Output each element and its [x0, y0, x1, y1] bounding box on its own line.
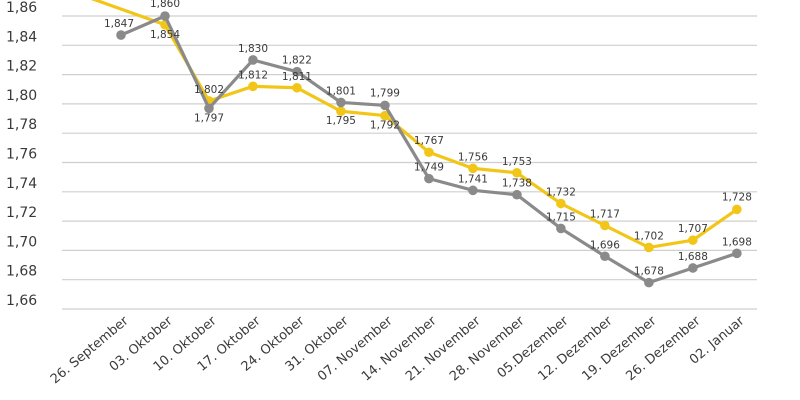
data-label-gray: 1,678	[634, 266, 664, 278]
y-tick-label: 1,68	[6, 264, 37, 280]
y-tick-label: 1,70	[6, 234, 37, 250]
data-label-yellow: 1,756	[458, 151, 488, 163]
data-label-yellow: 1,753	[502, 156, 532, 168]
x-tick-label: 21. November	[403, 313, 484, 384]
data-point-gray	[336, 97, 346, 108]
y-tick-label: 1,66	[6, 293, 37, 309]
data-point-gray	[600, 251, 610, 262]
x-tick-label: 26. Dezember	[623, 313, 704, 384]
y-tick-label: 1,78	[6, 117, 37, 133]
data-label-yellow: 1,802	[194, 84, 224, 96]
series	[90, 0, 742, 288]
x-tick-label: 07. November	[315, 313, 396, 384]
data-label-gray: 1,698	[722, 236, 752, 248]
y-tick-label: 1,74	[6, 176, 37, 192]
data-label-yellow: 1,812	[238, 69, 268, 81]
data-point-gray	[512, 189, 522, 200]
data-label-gray: 1,860	[150, 0, 180, 10]
data-label-yellow: 1,811	[282, 71, 312, 83]
data-label-gray: 1,741	[458, 173, 488, 185]
data-point-gray	[380, 100, 390, 111]
data-point-yellow	[732, 204, 742, 215]
data-label-gray: 1,738	[502, 178, 532, 190]
x-tick-label: 12. Dezember	[535, 313, 616, 384]
data-label-yellow: 1,728	[722, 191, 752, 203]
data-point-yellow	[688, 235, 698, 245]
x-tick-label: 14. November	[359, 313, 440, 384]
data-point-yellow	[292, 82, 302, 93]
data-point-gray	[116, 30, 126, 40]
data-point-yellow	[468, 163, 478, 174]
data-label-yellow: 1,795	[326, 115, 356, 127]
data-label-yellow: 1,854	[150, 29, 180, 41]
data-label-gray: 1,797	[194, 112, 224, 124]
data-label-gray: 1,696	[590, 239, 620, 251]
data-point-gray	[204, 103, 214, 114]
y-tick-label: 1,76	[6, 147, 37, 163]
data-point-gray	[644, 277, 654, 288]
data-point-yellow	[556, 198, 566, 209]
y-axis-ticks: 1,86 1,84 1,82 1,80 1,78 1,76 1,74 1,72 1,70 1,68…	[6, 0, 37, 309]
data-label-yellow: 1,792	[370, 120, 400, 132]
data-labels: 1,854 1,802 1,812 1,811 1,795 1,792 1,767 1,756…	[104, 0, 752, 278]
x-tick-label: 26. September	[48, 313, 132, 387]
data-label-gray: 1,801	[326, 85, 356, 97]
data-label-yellow: 1,702	[634, 230, 664, 242]
data-label-yellow: 1,707	[678, 223, 708, 235]
data-point-yellow	[512, 167, 522, 178]
data-label-yellow: 1,732	[546, 187, 576, 199]
data-point-gray	[556, 223, 566, 234]
data-point-yellow	[600, 220, 610, 231]
data-point-gray	[688, 263, 698, 273]
y-tick-label: 1,84	[6, 29, 37, 45]
data-label-gray: 1,799	[370, 87, 400, 99]
data-label-yellow: 1,717	[590, 208, 620, 220]
y-tick-label: 1,86	[6, 0, 37, 16]
data-point-gray	[424, 173, 434, 184]
data-point-gray	[292, 66, 302, 77]
series-yellow	[90, 0, 742, 253]
series-gray	[116, 11, 742, 288]
data-label-yellow: 1,767	[414, 135, 444, 147]
data-point-gray	[160, 11, 170, 21]
data-point-gray	[468, 185, 478, 196]
data-label-gray: 1,830	[238, 43, 268, 55]
data-point-gray	[248, 55, 258, 65]
data-label-gray: 1,847	[104, 18, 134, 30]
data-point-yellow	[644, 242, 654, 253]
data-point-gray	[732, 248, 742, 259]
data-label-gray: 1,688	[678, 251, 708, 263]
y-tick-label: 1,82	[6, 59, 37, 75]
data-point-yellow	[424, 147, 434, 158]
data-label-gray: 1,715	[546, 211, 576, 223]
data-label-gray: 1,749	[414, 162, 444, 174]
x-tick-label: 28. November	[447, 313, 528, 384]
series-line-yellow	[90, 0, 738, 250]
y-tick-label: 1,72	[6, 205, 37, 221]
data-point-yellow	[336, 106, 346, 117]
data-point-yellow	[380, 110, 390, 121]
x-tick-label: 19. Dezember	[579, 313, 660, 384]
y-tick-label: 1,80	[6, 88, 37, 104]
data-point-yellow	[248, 81, 258, 92]
data-label-gray: 1,822	[282, 55, 312, 67]
